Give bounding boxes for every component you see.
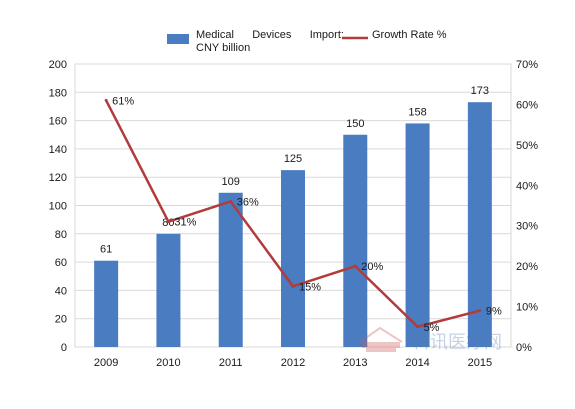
line-series: 61% 31% 36% 15% 20% 5% 9% (104, 95, 502, 334)
legend-bar-label-line1: Medical Devices Import: (196, 29, 344, 41)
left-tick-label: 200 (49, 59, 67, 71)
right-tick-label: 70% (516, 59, 538, 71)
left-tick-label: 60 (55, 257, 67, 269)
line-point (353, 264, 357, 268)
x-tick-label: 2014 (405, 357, 429, 369)
bar (218, 192, 243, 347)
line-value-label: 36% (237, 196, 259, 208)
line-point (104, 98, 108, 102)
bar (405, 123, 430, 348)
left-tick-label: 120 (49, 172, 67, 184)
left-tick-label: 160 (49, 116, 67, 128)
line-value-label: 5% (424, 322, 440, 334)
left-tick-label: 0 (61, 342, 67, 354)
watermark-text: 科讯医疗网 (412, 332, 502, 352)
line-value-label: 61% (112, 95, 134, 107)
legend-bar-label-line2: CNY billion (196, 42, 250, 54)
line-value-label: 31% (174, 217, 196, 229)
left-y-axis: 0 20 40 60 80 100 120 140 160 180 200 (49, 59, 67, 354)
line-value-label: 9% (486, 306, 502, 318)
bar-value-label: 158 (408, 106, 426, 118)
right-tick-label: 30% (516, 221, 538, 233)
line-point (416, 325, 420, 329)
watermark-logo-icon (359, 326, 403, 352)
right-y-axis: 0% 10% 20% 30% 40% 50% 60% 70% (516, 59, 538, 354)
bar (467, 102, 492, 347)
right-tick-label: 40% (516, 180, 538, 192)
left-tick-label: 100 (49, 201, 67, 213)
right-tick-label: 0% (516, 342, 532, 354)
line-value-label: 20% (361, 261, 383, 273)
bar (343, 134, 368, 347)
x-tick-label: 2015 (468, 357, 492, 369)
x-tick-label: 2012 (281, 357, 305, 369)
bar-series: 6180109125150158173 (94, 85, 492, 348)
gridlines (75, 63, 511, 348)
bar (281, 170, 305, 347)
bar-value-label: 125 (284, 153, 302, 165)
x-tick-label: 2009 (94, 357, 118, 369)
line-point (478, 309, 482, 313)
legend-bar-swatch (167, 34, 189, 44)
x-axis: 2009 2010 2011 2012 2013 2014 2015 (94, 357, 492, 369)
legend: Medical Devices Import: CNY billion Grow… (167, 29, 447, 54)
left-tick-label: 40 (55, 285, 67, 297)
right-tick-label: 10% (516, 302, 538, 314)
x-tick-label: 2010 (156, 357, 180, 369)
line-point (166, 220, 170, 224)
bar-value-label: 61 (100, 244, 112, 256)
line-value-label: 15% (299, 281, 321, 293)
line-point (229, 199, 233, 203)
legend-line-label: Growth Rate % (372, 29, 447, 41)
bar-value-label: 173 (471, 85, 489, 97)
bar (156, 233, 181, 347)
right-tick-label: 20% (516, 261, 538, 273)
right-tick-label: 60% (516, 99, 538, 111)
left-tick-label: 180 (49, 87, 67, 99)
right-tick-label: 50% (516, 140, 538, 152)
left-tick-label: 80 (55, 229, 67, 241)
left-tick-label: 140 (49, 144, 67, 156)
bar-value-label: 109 (222, 176, 240, 188)
x-tick-label: 2013 (343, 357, 367, 369)
bar (94, 260, 119, 347)
bar-value-label: 150 (346, 118, 364, 130)
left-tick-label: 20 (55, 314, 67, 326)
x-tick-label: 2011 (219, 357, 243, 369)
line-point (291, 284, 295, 288)
watermark: 科讯医疗网 (359, 326, 502, 352)
